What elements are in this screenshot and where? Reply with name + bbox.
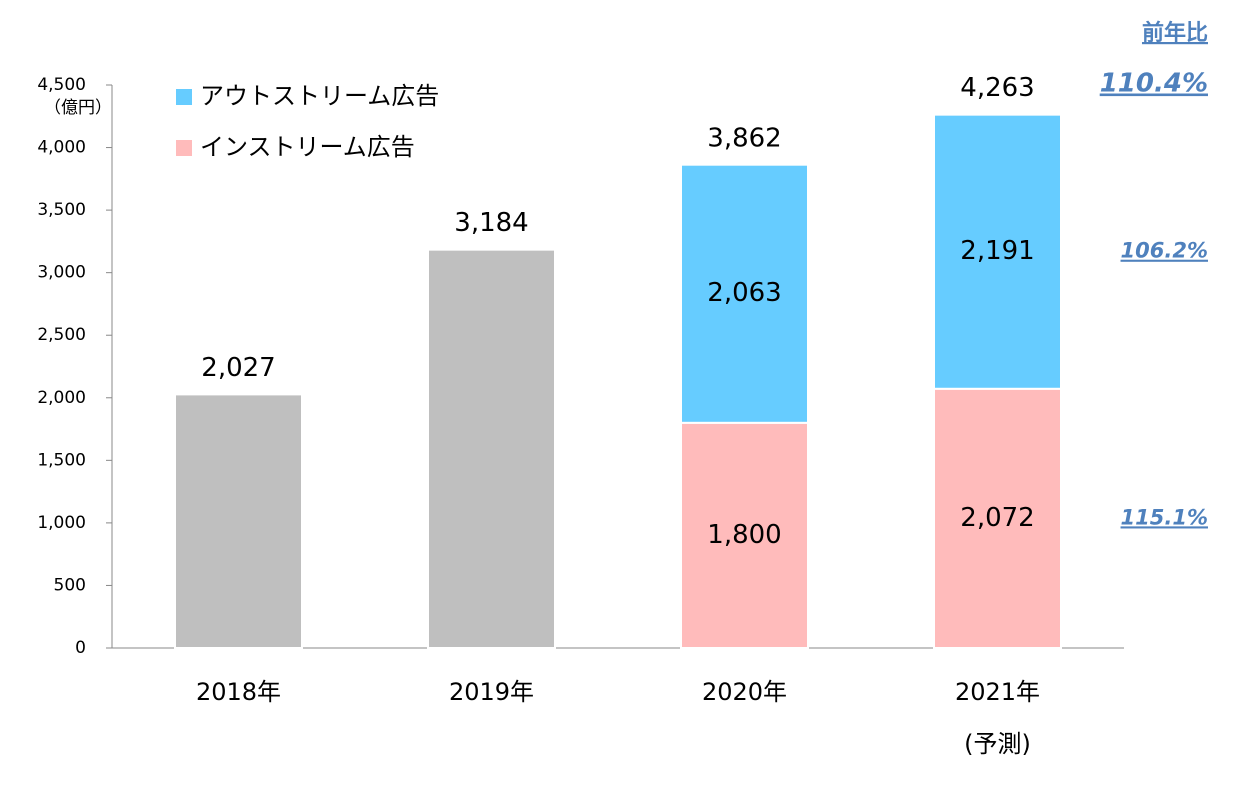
bar-segment	[174, 393, 303, 649]
x-tick-label: 2019年	[449, 678, 534, 706]
y-tick-label: 1,500	[37, 450, 86, 470]
x-tick-label: 2021年	[955, 678, 1040, 706]
x-tick-label: 2018年	[196, 678, 281, 706]
growth-label: 110.4%	[1100, 69, 1208, 99]
total-label: 3,862	[707, 123, 781, 153]
y-tick-label: 3,000	[37, 263, 86, 283]
segment-label: 2,191	[960, 236, 1034, 266]
segment-label: 1,800	[707, 520, 781, 550]
legend-label: インストリーム広告	[200, 133, 415, 161]
bar-segment	[427, 248, 556, 650]
x-tick-label: 2020年	[702, 678, 787, 706]
growth-label: 106.2%	[1121, 239, 1208, 263]
y-tick-label: 2,000	[37, 388, 86, 408]
bar-segment	[680, 421, 809, 649]
growth-label: 115.1%	[1121, 505, 1208, 529]
segment-label: 2,063	[707, 278, 781, 308]
x-tick-note: (予測)	[964, 730, 1031, 758]
total-label: 3,184	[454, 208, 528, 238]
total-label: 2,027	[201, 353, 275, 383]
y-tick-label: 500	[54, 575, 86, 595]
total-label: 4,263	[960, 73, 1034, 103]
growth-title: 前年比	[1142, 20, 1208, 46]
y-tick-label: 4,000	[37, 138, 86, 158]
y-tick-label: 2,500	[37, 325, 86, 345]
y-unit: （億円）	[44, 98, 112, 118]
bar-segment	[680, 163, 809, 424]
y-tick-label: 0	[75, 638, 86, 658]
y-tick-label: 3,500	[37, 200, 86, 220]
bar-segment	[933, 113, 1062, 390]
y-tick-label: 1,000	[37, 513, 86, 533]
y-tick-label: 4,500	[37, 75, 86, 95]
segment-label: 2,072	[960, 503, 1034, 533]
legend-swatch	[176, 89, 192, 105]
legend-label: アウトストリーム広告	[200, 82, 439, 110]
legend-swatch	[176, 140, 192, 156]
